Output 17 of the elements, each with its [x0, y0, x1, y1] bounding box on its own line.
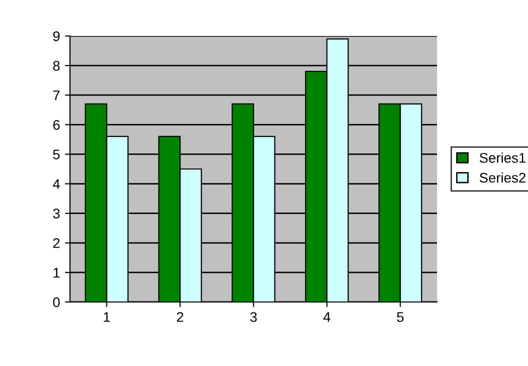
legend-label: Series2 — [480, 172, 526, 183]
x-tick-label: 4 — [323, 312, 330, 322]
legend-label: Series1 — [480, 152, 526, 163]
x-tick-label: 3 — [250, 312, 257, 322]
x-tick-label: 1 — [104, 312, 110, 322]
y-tick-label: 2 — [53, 238, 60, 248]
y-tick-label: 9 — [53, 31, 60, 42]
y-tick-label: 3 — [53, 208, 60, 219]
y-tick-label: 0 — [53, 297, 60, 308]
y-tick-label: 5 — [53, 150, 60, 160]
y-tick-label: 1 — [54, 268, 60, 278]
y-tick-label: 8 — [53, 60, 60, 71]
y-tick-label: 6 — [53, 120, 60, 130]
x-tick-label: 2 — [176, 312, 184, 322]
y-tick-label: 4 — [52, 179, 60, 189]
y-tick-label: 7 — [53, 90, 60, 100]
x-tick-label: 5 — [396, 312, 404, 322]
